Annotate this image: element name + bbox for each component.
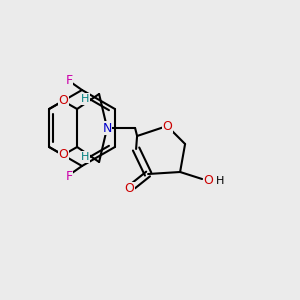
Text: H: H bbox=[81, 94, 89, 104]
Text: O: O bbox=[124, 182, 134, 196]
Text: F: F bbox=[65, 74, 73, 86]
Text: O: O bbox=[203, 173, 213, 187]
Text: O: O bbox=[58, 148, 68, 161]
Text: O: O bbox=[162, 119, 172, 133]
Text: H: H bbox=[81, 152, 89, 162]
Text: F: F bbox=[65, 169, 73, 182]
Text: O: O bbox=[58, 94, 68, 107]
Text: N: N bbox=[102, 122, 112, 134]
Text: H: H bbox=[216, 176, 224, 186]
